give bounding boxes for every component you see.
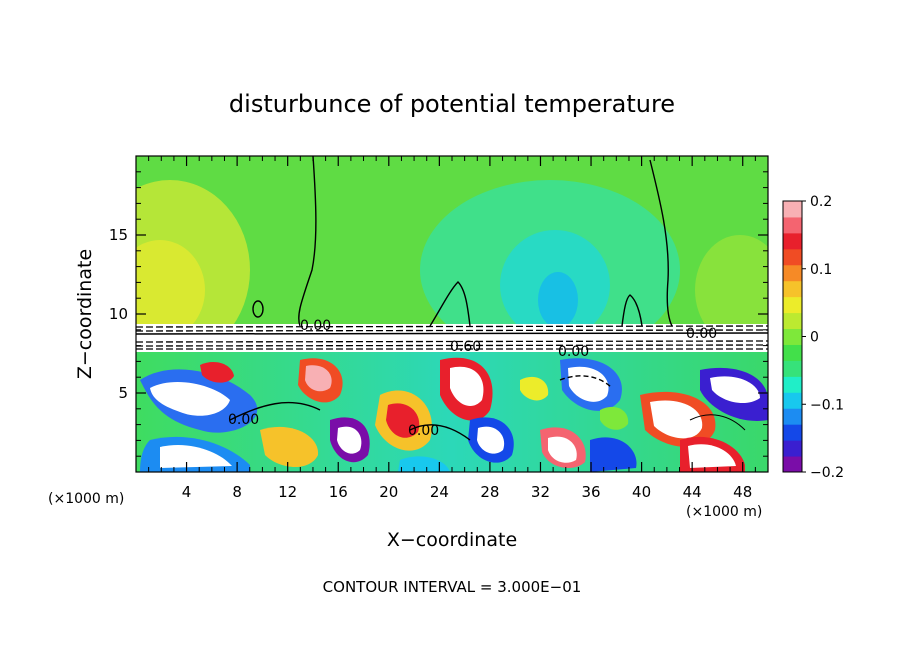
x-tick-label: 24 [430, 483, 449, 501]
colorbar-tick-label: −0.1 [810, 397, 844, 413]
y-tick-label: 5 [118, 384, 128, 402]
colorbar-tick-label: 0 [810, 330, 819, 346]
x-tick-label: 48 [733, 483, 752, 501]
inversion-lines [136, 325, 768, 350]
colorbar-segment [783, 392, 802, 409]
x-tick-label: 8 [232, 483, 242, 501]
x-tick-label: 28 [480, 483, 499, 501]
y-axis-label: Z−coordinate [74, 249, 96, 379]
colorbar-segment [783, 456, 802, 473]
y-axis: 5 10 15 [109, 171, 768, 457]
colorbar: 0.2 0.1 0 −0.1 −0.2 [782, 194, 844, 481]
warm-anomaly-left-core [136, 240, 205, 340]
colorbar-segment [783, 344, 802, 361]
colorbar-tick-label: −0.2 [810, 465, 844, 481]
x-tick-label: 40 [632, 483, 651, 501]
colorbar-segment [783, 360, 802, 377]
inversion-band [136, 324, 768, 352]
contour-label-3: 0.00 [558, 344, 589, 360]
colorbar-segment [783, 248, 802, 266]
x-tick-label: 4 [182, 483, 192, 501]
colorbar-segment [783, 440, 802, 457]
x-unit-label-left: (×1000 m) [48, 491, 124, 507]
contour-label-4: 0.00 [228, 412, 259, 428]
colorbar-segment [783, 280, 802, 298]
y-tick-label: 15 [109, 226, 128, 244]
x-unit-label-right: (×1000 m) [686, 504, 762, 520]
colorbar-segment [783, 424, 802, 441]
colorbar-segment [783, 264, 802, 282]
colorbar-segment [783, 376, 802, 393]
plot-area: 0.00 0.60 0.00 0.00 0.00 0.00 [136, 156, 768, 472]
x-tick-label: 36 [581, 483, 600, 501]
x-tick-label: 12 [278, 483, 297, 501]
x-tick-label: 44 [683, 483, 702, 501]
contour-label-6: 0.00 [686, 326, 717, 342]
colorbar-tick-label: 0.2 [810, 194, 832, 210]
colorbar-segment [783, 216, 802, 234]
colorbar-segment [783, 408, 802, 425]
colorbar-tick-label: 0.1 [810, 262, 832, 278]
x-tick-label: 16 [329, 483, 348, 501]
colorbar-segment [783, 232, 802, 250]
contour-label-1: 0.00 [300, 318, 331, 334]
x-tick-label: 20 [379, 483, 398, 501]
contour-interval: CONTOUR INTERVAL = 3.000E−01 [323, 578, 582, 596]
contour-label-5: 0.00 [408, 423, 439, 439]
contour-label-2: 0.60 [450, 339, 481, 355]
chart-title: disturbunce of potential temperature [229, 90, 675, 118]
x-tick-label: 32 [531, 483, 550, 501]
contour-lines [229, 156, 746, 441]
inversion-solid [136, 332, 768, 335]
x-axis-label: X−coordinate [387, 529, 517, 551]
colorbar-segment [783, 312, 802, 330]
cool-anomaly-min [538, 272, 578, 328]
x-axis: 4 8 12 16 20 24 28 32 36 40 44 48 [148, 156, 756, 501]
y-tick-label: 10 [109, 305, 128, 323]
colorbar-segment [783, 201, 802, 218]
colorbar-segment [783, 328, 802, 345]
warm-anomaly-right [695, 235, 768, 345]
colorbar-segment [783, 296, 802, 314]
